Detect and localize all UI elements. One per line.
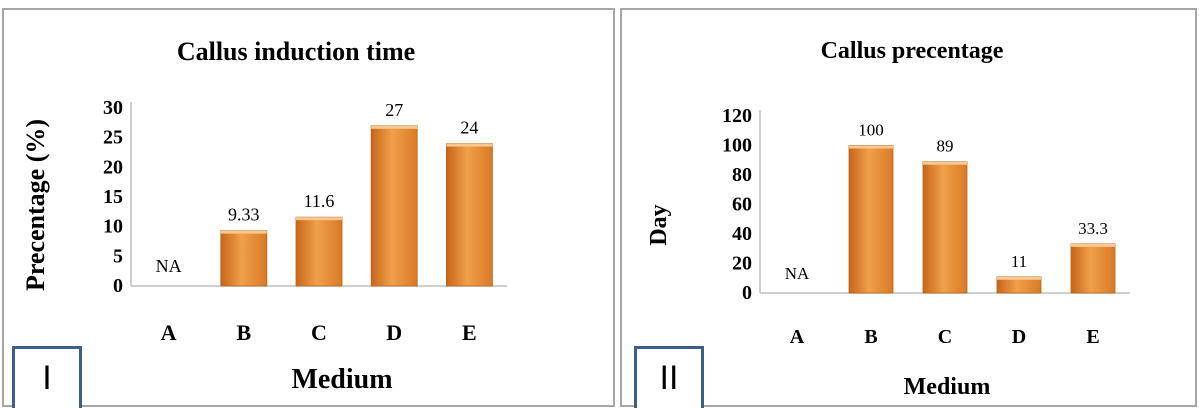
y-tick-label: 0 bbox=[113, 275, 123, 297]
bar-top-highlight bbox=[923, 161, 967, 165]
y-tick-label: 40 bbox=[732, 223, 752, 245]
panel-label-1: I bbox=[12, 346, 82, 408]
data-label: 89 bbox=[937, 137, 954, 156]
x-axis-title: Medium bbox=[904, 374, 991, 400]
x-tick-label: D bbox=[386, 320, 402, 345]
y-tick-label: 80 bbox=[732, 164, 752, 186]
x-tick-label: C bbox=[938, 326, 952, 348]
bar-top-highlight bbox=[1071, 243, 1115, 247]
y-tick-label: 10 bbox=[103, 216, 123, 238]
x-tick-label: B bbox=[236, 320, 251, 345]
chart-title: Callus precentage bbox=[821, 38, 1004, 64]
bar-C bbox=[922, 161, 968, 294]
y-axis-title: Day bbox=[646, 204, 672, 245]
x-tick-label: A bbox=[790, 326, 805, 348]
bar-top-highlight bbox=[446, 143, 493, 147]
x-tick-label: D bbox=[1012, 326, 1026, 348]
bar-B bbox=[220, 230, 268, 287]
data-label: 24 bbox=[460, 118, 478, 138]
data-label: NA bbox=[785, 264, 810, 283]
y-tick-label: 25 bbox=[103, 127, 123, 149]
y-tick-label: 5 bbox=[113, 245, 123, 267]
y-tick-label: 100 bbox=[722, 135, 752, 157]
bar-B bbox=[848, 145, 894, 294]
data-label: 11 bbox=[1011, 252, 1027, 271]
bar-C bbox=[295, 216, 343, 287]
chart-panel-1: Callus induction time 0 5 10 15 20 25 30 Precent… bbox=[2, 8, 615, 408]
x-tick-label: B bbox=[864, 326, 877, 348]
y-tick-label: 20 bbox=[103, 156, 123, 178]
x-tick-label: E bbox=[462, 320, 477, 345]
x-axis-title: Medium bbox=[291, 364, 392, 395]
y-tick-label: 120 bbox=[722, 105, 752, 127]
data-label: 33.3 bbox=[1078, 219, 1108, 238]
chart-panel-2: Callus precentage 0 20 40 60 80 100 120 Day NA A 10… bbox=[620, 8, 1197, 408]
x-tick-label: C bbox=[311, 320, 327, 345]
bar-top-highlight bbox=[849, 145, 893, 149]
bar-top-highlight bbox=[371, 125, 418, 129]
bar-E bbox=[445, 143, 493, 287]
chart-title: Callus induction time bbox=[177, 37, 415, 66]
chart-1: Callus induction time 0 5 10 15 20 25 30 Precent… bbox=[21, 37, 507, 395]
chart-2: Callus precentage 0 20 40 60 80 100 120 Day NA A 10… bbox=[646, 38, 1130, 400]
y-tick-label: 20 bbox=[732, 253, 752, 275]
y-axis-title: Precentage (%) bbox=[21, 119, 50, 291]
x-tick-label: E bbox=[1086, 326, 1099, 348]
data-label: 11.6 bbox=[304, 191, 335, 211]
bar-top-highlight bbox=[296, 217, 342, 221]
y-tick-label: 60 bbox=[732, 194, 752, 216]
data-label: 27 bbox=[385, 100, 403, 120]
data-label: 100 bbox=[858, 121, 884, 140]
bar-D bbox=[370, 125, 418, 287]
bar-top-highlight bbox=[220, 230, 267, 234]
y-tick-label: 0 bbox=[742, 282, 752, 304]
y-tick-label: 30 bbox=[103, 97, 123, 119]
y-tick-label: 15 bbox=[103, 186, 123, 208]
data-label: NA bbox=[156, 256, 182, 276]
panel-label-2: II bbox=[634, 346, 704, 408]
data-label: 9.33 bbox=[228, 205, 260, 225]
bar-E bbox=[1070, 243, 1116, 294]
bar-top-highlight bbox=[997, 276, 1041, 280]
x-tick-label: A bbox=[161, 320, 177, 345]
